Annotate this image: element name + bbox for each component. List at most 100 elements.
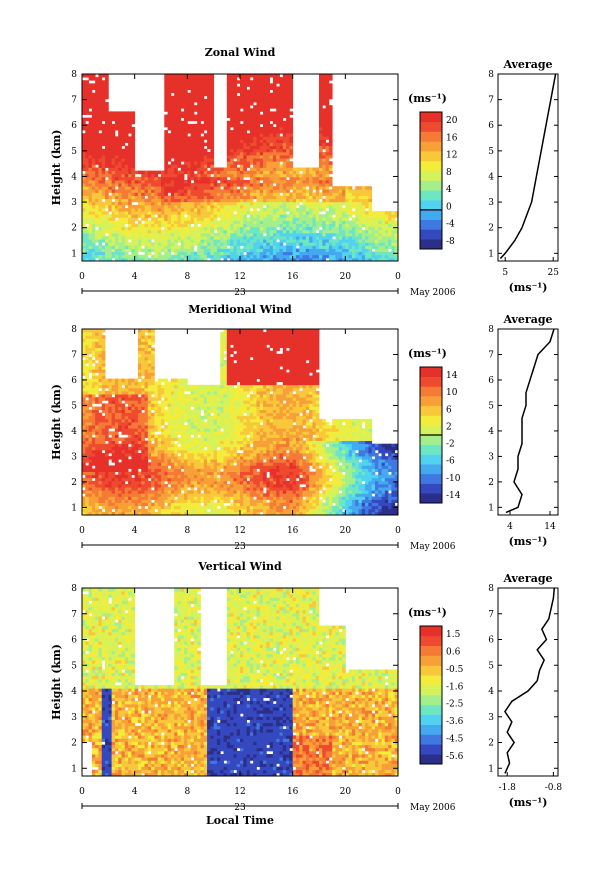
heatmap-cell	[121, 468, 126, 472]
heatmap-cell	[279, 139, 284, 143]
heatmap-cell	[131, 161, 136, 165]
heatmap-cell	[226, 95, 231, 100]
heatmap-cell	[213, 239, 218, 243]
heatmap-cell	[210, 164, 215, 168]
heatmap-cell	[200, 192, 205, 196]
heatmap-cell	[276, 95, 280, 100]
heatmap-cell	[246, 89, 251, 94]
heatmap-cell	[210, 198, 215, 203]
heatmap-cell	[118, 471, 122, 476]
heatmap-cell	[197, 242, 201, 246]
heatmap-cell	[325, 195, 330, 200]
heatmap-cell	[197, 142, 201, 147]
heatmap-cell	[157, 214, 162, 218]
heatmap-cell	[124, 195, 129, 200]
heatmap-cell	[253, 95, 257, 100]
heatmap-cell	[190, 117, 195, 122]
heatmap-cell	[240, 189, 244, 193]
heatmap-cell	[335, 223, 340, 228]
heatmap-cell	[263, 151, 267, 156]
heatmap-cell	[193, 126, 198, 131]
heatmap-cell	[328, 195, 333, 200]
heatmap-cell	[131, 471, 136, 476]
heatmap-cell	[315, 248, 320, 253]
heatmap-cell	[292, 167, 297, 172]
heatmap-cell	[98, 443, 103, 448]
heatmap-cell	[108, 176, 113, 181]
heatmap-cell	[105, 406, 109, 410]
heatmap-cell	[246, 136, 251, 140]
heatmap-cell	[203, 242, 208, 246]
heatmap-cell	[124, 462, 129, 466]
heatmap-cell	[210, 183, 215, 187]
heatmap-cell	[98, 391, 103, 395]
heatmap-cell	[134, 508, 139, 513]
heatmap-cell	[121, 111, 126, 115]
heatmap-cell	[256, 232, 261, 237]
heatmap-cell	[207, 105, 211, 109]
heatmap-cell	[203, 211, 208, 215]
heatmap-cell	[279, 183, 284, 187]
heatmap-cell	[292, 239, 297, 243]
heatmap-cell	[272, 236, 277, 240]
heatmap-cell	[249, 95, 254, 100]
heatmap-cell	[184, 211, 188, 215]
heatmap-cell	[151, 183, 155, 187]
heatmap-cell	[200, 136, 205, 140]
heatmap-cell	[328, 92, 333, 97]
heatmap-cell	[233, 114, 238, 119]
heatmap-cell	[312, 223, 317, 228]
heatmap-cell	[121, 239, 126, 243]
heatmap-cell	[95, 422, 99, 426]
heatmap-cell	[230, 83, 234, 87]
heatmap-cell	[101, 360, 106, 364]
heatmap-cell	[85, 95, 89, 100]
heatmap-cell	[170, 120, 175, 125]
heatmap-cell	[325, 148, 330, 153]
heatmap-cell	[295, 236, 300, 240]
heatmap-cell	[91, 341, 96, 345]
heatmap-cell	[197, 229, 201, 234]
heatmap-cell	[335, 186, 340, 190]
heatmap-cell	[147, 183, 152, 187]
heatmap-cell	[108, 136, 113, 140]
heatmap-cell	[184, 117, 188, 122]
heatmap-cell	[322, 208, 326, 212]
heatmap-cell	[121, 511, 126, 516]
heatmap-cell	[200, 86, 205, 90]
heatmap-cell	[253, 77, 257, 81]
heatmap-cell	[236, 192, 241, 196]
heatmap-cell	[170, 83, 175, 87]
heatmap-cell	[259, 83, 264, 87]
heatmap-cell	[259, 117, 264, 122]
heatmap-cell	[118, 403, 122, 407]
heatmap-cell	[144, 245, 149, 249]
heatmap-cell	[95, 487, 99, 491]
heatmap-cell	[230, 167, 234, 172]
heatmap-cell	[200, 198, 205, 203]
heatmap-cell	[111, 254, 116, 259]
heatmap-cell	[111, 139, 116, 143]
heatmap-cell	[361, 236, 366, 240]
heatmap-cell	[193, 192, 198, 196]
heatmap-cell	[111, 155, 116, 159]
heatmap-cell	[91, 83, 96, 87]
heatmap-cell	[223, 257, 228, 262]
heatmap-cell	[111, 400, 116, 404]
heatmap-cell	[174, 114, 178, 119]
heatmap-cell	[282, 173, 287, 178]
heatmap-cell	[85, 490, 89, 494]
heatmap-cell	[98, 80, 103, 84]
heatmap-cell	[180, 229, 185, 234]
heatmap-cell	[98, 117, 103, 122]
heatmap-cell	[226, 133, 231, 137]
heatmap-cell	[292, 179, 297, 184]
heatmap-cell	[200, 186, 205, 190]
heatmap-cell	[365, 195, 369, 200]
heatmap-cell	[203, 74, 208, 78]
heatmap-cell	[98, 490, 103, 494]
heatmap-cell	[147, 248, 152, 253]
heatmap-cell	[85, 130, 89, 134]
heatmap-cell	[289, 192, 294, 196]
heatmap-cell	[315, 214, 320, 218]
